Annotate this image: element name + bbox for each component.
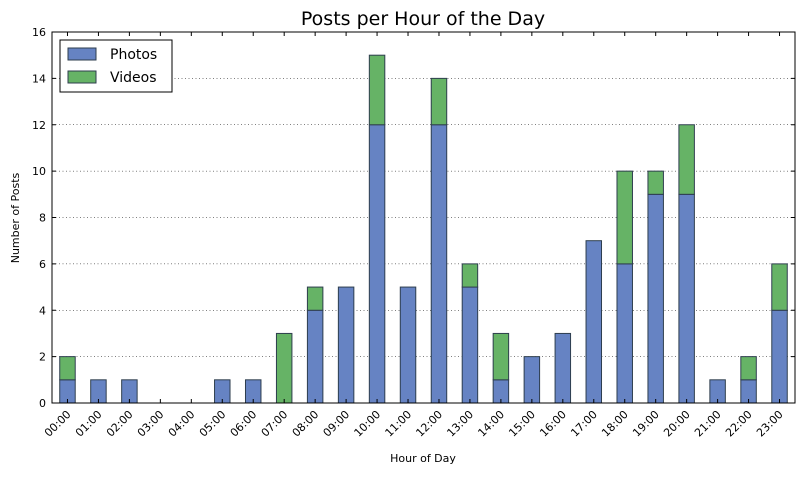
legend-label-photos: Photos [110, 47, 157, 63]
bar-videos-1200 [430, 77, 448, 126]
y-tick-label: 4 [39, 304, 46, 317]
legend: Photos Videos [59, 39, 173, 93]
bar-photos-1300 [461, 286, 479, 404]
y-tick-label: 12 [32, 119, 46, 132]
bar-photos-1500 [523, 356, 541, 404]
bar-videos-1800 [616, 170, 633, 265]
y-tick-label: 0 [39, 397, 46, 410]
bar-photos-1100 [399, 286, 417, 404]
bar-photos-1900 [647, 193, 664, 404]
bar-videos-0800 [306, 286, 324, 311]
bar-photos-1700 [585, 240, 603, 404]
bar-photos-2300 [771, 309, 788, 404]
y-tick-label: 2 [39, 351, 46, 364]
bar-photos-1200 [430, 124, 448, 404]
grid-layer [52, 78, 795, 357]
bar-photos-1600 [554, 332, 572, 404]
y-tick-label: 10 [32, 165, 46, 178]
legend-label-videos: Videos [110, 70, 157, 86]
bar-videos-0000 [59, 356, 76, 381]
bar-videos-2200 [740, 356, 757, 381]
bar-photos-1800 [616, 263, 633, 404]
chart-title: Posts per Hour of the Day [301, 8, 545, 30]
y-axis-label: Number of Posts [9, 172, 22, 263]
y-tick-label: 6 [39, 258, 46, 271]
bar-videos-1000 [368, 54, 386, 126]
bar-photos-1000 [368, 124, 386, 404]
bar-videos-2000 [678, 124, 695, 195]
bar-videos-0700 [275, 332, 293, 404]
legend-swatch-videos [67, 70, 97, 84]
bar-photos-0800 [306, 309, 324, 404]
bar-videos-1900 [647, 170, 664, 195]
y-tick-label: 14 [32, 72, 46, 85]
bar-videos-1400 [492, 332, 510, 381]
y-tick-label: 16 [32, 26, 46, 39]
bar-videos-2300 [771, 263, 788, 311]
bar-photos-2000 [678, 193, 695, 404]
bar-videos-1300 [461, 263, 479, 288]
bars-layer [59, 54, 788, 404]
legend-swatch-photos [67, 47, 97, 61]
y-tick-label: 8 [39, 212, 46, 225]
bar-photos-0900 [337, 286, 355, 404]
x-axis-label: Hour of Day [390, 452, 456, 465]
